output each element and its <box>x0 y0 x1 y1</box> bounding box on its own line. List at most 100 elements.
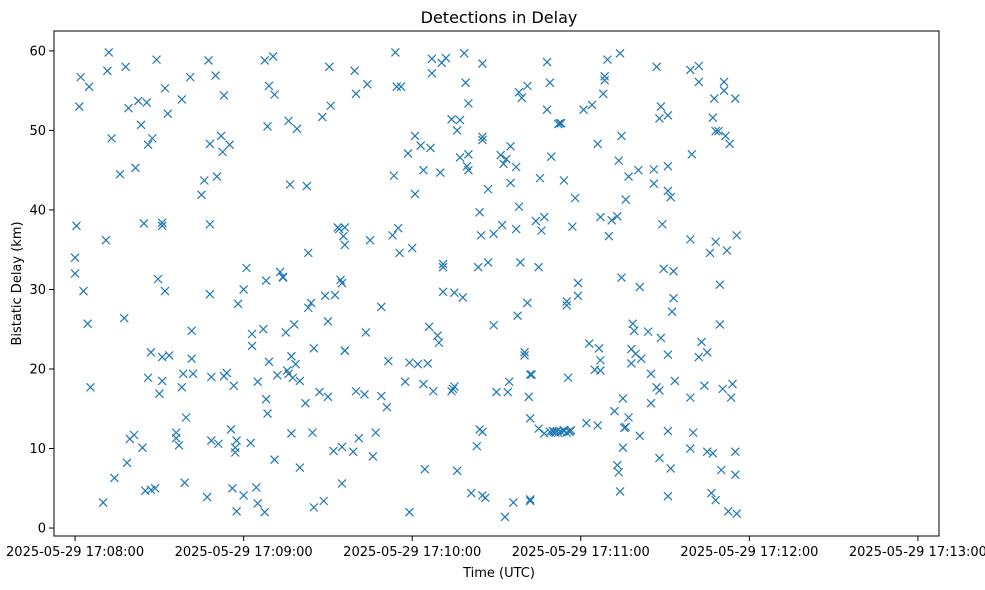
data-point <box>308 428 317 438</box>
data-point <box>593 139 603 149</box>
data-point <box>76 72 86 82</box>
data-point <box>423 359 433 368</box>
data-point <box>362 79 372 89</box>
data-point <box>463 165 473 175</box>
data-point <box>730 94 740 104</box>
data-point <box>663 110 673 120</box>
data-point <box>478 132 487 142</box>
data-point <box>697 337 707 347</box>
data-point <box>139 219 149 228</box>
data-point <box>499 159 508 169</box>
data-point <box>473 262 483 272</box>
data-point <box>497 220 507 230</box>
data-point <box>511 224 521 234</box>
data-point <box>723 506 733 516</box>
data-point <box>607 215 617 225</box>
data-point <box>539 212 549 222</box>
data-point <box>615 48 625 58</box>
data-point <box>160 83 170 93</box>
data-point <box>70 253 80 263</box>
data-point <box>615 487 625 496</box>
data-point <box>559 176 569 185</box>
data-point <box>643 327 653 337</box>
data-point <box>711 495 721 505</box>
data-point <box>628 319 638 329</box>
data-point <box>612 211 622 221</box>
data-point <box>404 358 414 368</box>
data-point <box>649 164 659 174</box>
data-point <box>400 377 410 387</box>
data-point <box>187 326 197 336</box>
data-point <box>732 230 742 240</box>
data-point <box>119 313 129 323</box>
data-point <box>164 351 174 360</box>
data-point <box>154 389 164 399</box>
data-point <box>570 193 580 203</box>
data-point <box>180 478 190 488</box>
data-point <box>501 154 511 164</box>
data-point <box>496 150 506 160</box>
data-point <box>438 259 448 269</box>
data-point <box>416 141 426 150</box>
data-point <box>212 172 222 181</box>
data-point <box>275 267 285 277</box>
data-point <box>376 391 386 401</box>
x-tick-label: 2025-05-29 17:10:00 <box>343 545 481 560</box>
data-point <box>587 100 597 110</box>
data-point <box>593 421 603 430</box>
data-point <box>211 71 220 80</box>
data-point <box>715 280 725 290</box>
data-point <box>563 373 573 383</box>
data-point <box>732 509 742 519</box>
data-point <box>562 300 572 310</box>
data-point <box>289 320 299 329</box>
data-point <box>714 126 723 136</box>
data-point <box>663 161 673 171</box>
data-point <box>121 62 131 72</box>
data-point <box>624 413 633 422</box>
data-point <box>441 53 451 63</box>
data-point <box>646 398 656 408</box>
data-point <box>219 90 229 100</box>
data-point <box>334 224 344 234</box>
data-point <box>102 66 112 76</box>
data-point <box>320 291 330 301</box>
data-point <box>177 94 187 104</box>
data-point <box>573 291 583 301</box>
data-point <box>229 381 239 391</box>
data-point <box>351 386 361 396</box>
data-point <box>178 369 188 379</box>
data-point <box>463 149 473 159</box>
data-point <box>205 219 215 229</box>
data-point <box>562 428 572 438</box>
data-point <box>131 163 140 173</box>
data-point <box>596 355 605 365</box>
data-point <box>438 287 448 297</box>
data-point <box>147 133 157 143</box>
data-point <box>253 498 263 508</box>
x-tick-label: 2025-05-29 17:11:00 <box>512 545 650 560</box>
data-point <box>598 89 608 99</box>
data-point <box>261 394 271 404</box>
data-point <box>309 343 319 353</box>
data-point <box>419 379 428 389</box>
data-point <box>685 444 695 453</box>
data-point <box>326 101 336 111</box>
data-point <box>242 263 251 273</box>
data-point <box>480 493 490 503</box>
data-point <box>413 359 423 369</box>
x-tick-label: 2025-05-29 17:13:00 <box>849 545 985 560</box>
data-point <box>315 387 324 397</box>
data-point <box>251 483 261 492</box>
data-point <box>635 282 645 292</box>
y-axis-label: Bistatic Delay (km) <box>10 221 25 345</box>
data-point <box>600 75 610 85</box>
y-tick-label: 10 <box>29 442 46 457</box>
data-point <box>603 55 612 65</box>
data-point <box>663 186 673 196</box>
data-point <box>667 307 677 317</box>
data-point <box>288 373 298 383</box>
data-point <box>685 65 695 75</box>
data-point <box>556 118 566 128</box>
data-point <box>239 491 249 500</box>
